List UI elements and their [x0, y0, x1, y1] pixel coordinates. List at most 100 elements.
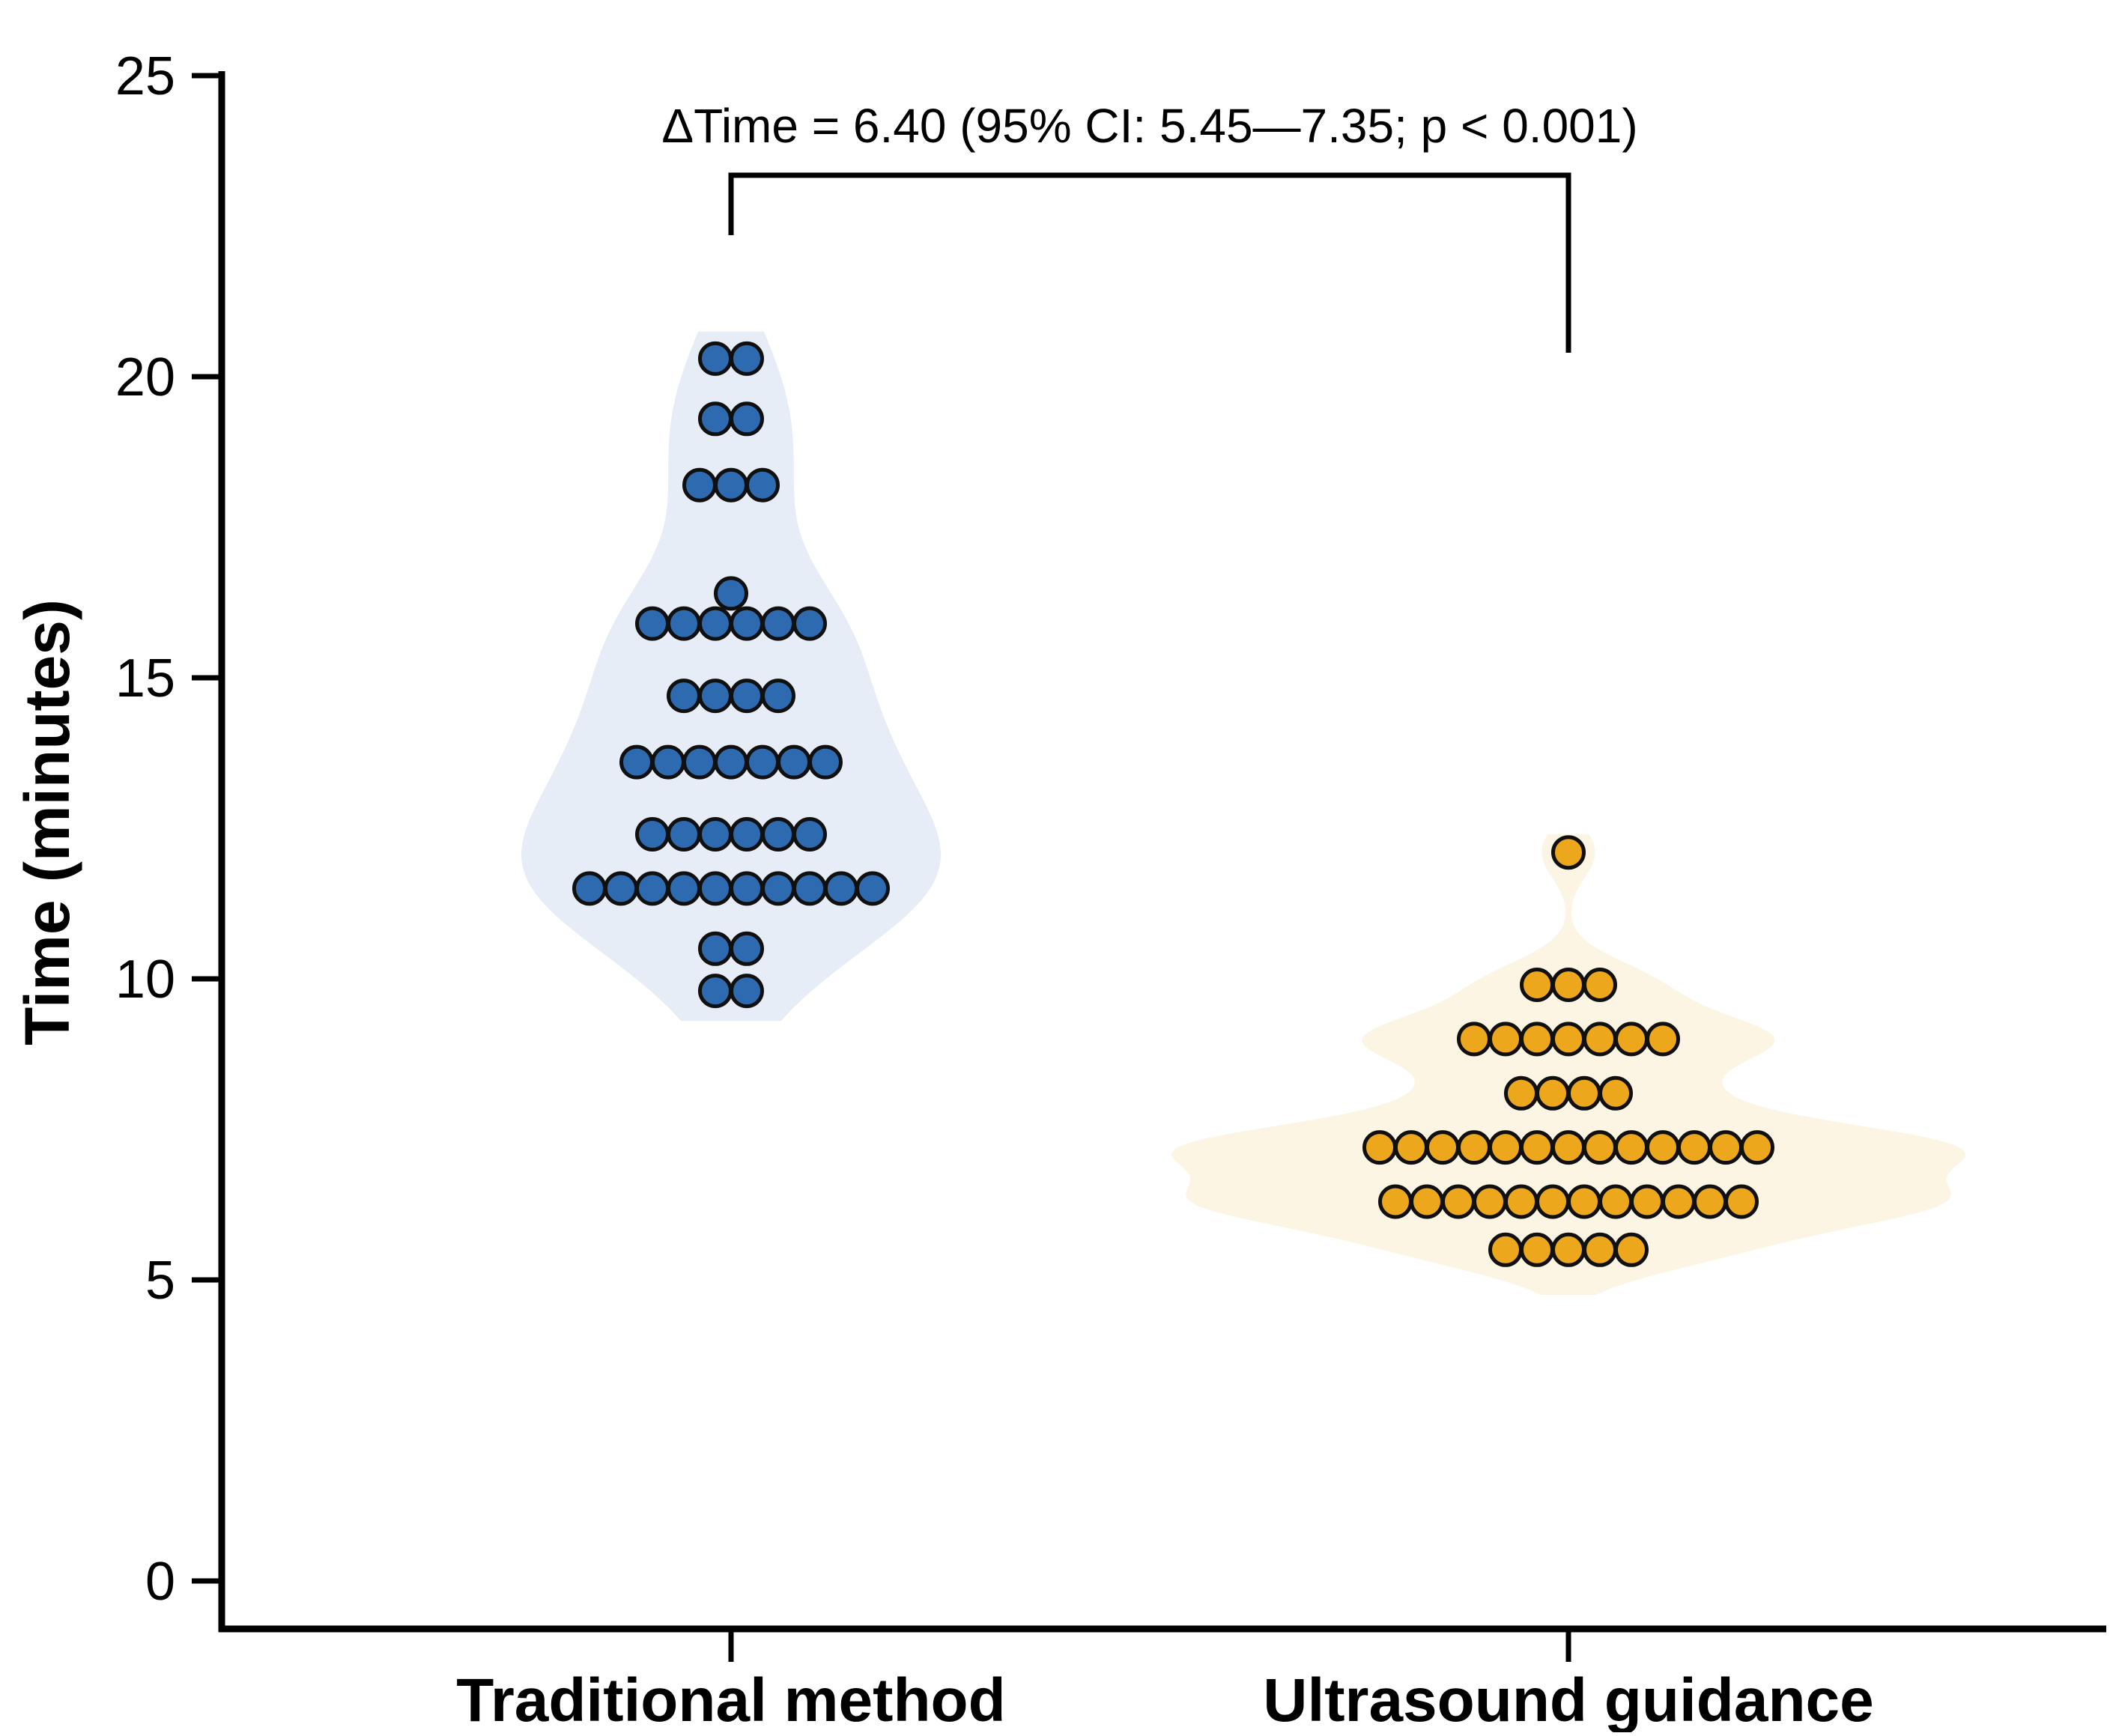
y-tick-label: 0 — [145, 1552, 175, 1612]
violin-ultrasound — [1171, 834, 1965, 1296]
data-dot-traditional — [667, 817, 701, 852]
data-dot-traditional — [698, 401, 733, 437]
data-dot-ultrasound — [1457, 1022, 1491, 1057]
data-dot-traditional — [792, 817, 827, 852]
data-dot-ultrasound — [1425, 1130, 1460, 1165]
violin-traditional — [521, 331, 941, 1022]
data-dot-ultrasound — [1740, 1130, 1774, 1165]
data-dot-ultrasound — [1583, 1232, 1617, 1267]
data-dot-ultrasound — [1535, 1075, 1570, 1111]
data-dot-ultrasound — [1504, 1184, 1538, 1219]
data-dot-ultrasound — [1473, 1184, 1507, 1219]
y-tick-label: 20 — [115, 347, 175, 407]
data-dot-ultrasound — [1551, 835, 1586, 870]
data-dot-ultrasound — [1583, 968, 1617, 1002]
data-dot-ultrasound — [1583, 1130, 1617, 1165]
data-dot-traditional — [572, 871, 607, 906]
data-dot-traditional — [730, 679, 764, 714]
data-dot-traditional — [698, 931, 733, 966]
data-dot-traditional — [745, 467, 780, 503]
data-dot-ultrasound — [1661, 1184, 1696, 1219]
data-dot-traditional — [698, 974, 733, 1009]
x-category-label: Traditional method — [456, 1666, 1005, 1732]
data-dot-ultrasound — [1394, 1130, 1428, 1165]
data-dot-traditional — [730, 341, 764, 376]
data-dot-traditional — [635, 817, 670, 852]
data-dot-traditional — [698, 817, 733, 852]
data-dot-ultrasound — [1551, 968, 1586, 1002]
data-dot-traditional — [792, 606, 827, 641]
data-dot-ultrasound — [1614, 1022, 1649, 1057]
comparison-bracket — [728, 172, 1571, 353]
data-dot-traditional — [619, 744, 654, 780]
data-dot-traditional — [667, 871, 701, 906]
data-dot-traditional — [761, 606, 795, 641]
data-dot-traditional — [730, 871, 764, 906]
y-tick-label: 25 — [115, 46, 175, 106]
data-dot-traditional — [730, 401, 764, 437]
data-dot-traditional — [604, 871, 638, 906]
data-dot-ultrasound — [1693, 1184, 1727, 1219]
data-dot-ultrasound — [1362, 1130, 1397, 1165]
data-dot-ultrasound — [1378, 1184, 1413, 1219]
data-dot-traditional — [730, 606, 764, 641]
data-dot-ultrasound — [1677, 1130, 1712, 1165]
data-dot-traditional — [761, 871, 795, 906]
data-dot-traditional — [730, 817, 764, 852]
data-dot-ultrasound — [1457, 1130, 1491, 1165]
y-axis-title: Time (minutes) — [12, 599, 82, 1045]
data-dot-ultrasound — [1488, 1130, 1523, 1165]
data-dot-traditional — [777, 744, 811, 780]
data-dot-traditional — [792, 871, 827, 906]
data-dot-ultrasound — [1520, 968, 1554, 1002]
data-dot-traditional — [808, 744, 843, 780]
data-dot-ultrasound — [1614, 1232, 1649, 1267]
data-dot-ultrasound — [1630, 1184, 1664, 1219]
data-dot-ultrasound — [1551, 1022, 1586, 1057]
annotation-text: ΔTime = 6.40 (95% CI: 5.45—7.35; p < 0.0… — [661, 99, 1637, 153]
data-dot-traditional — [698, 679, 733, 714]
data-dot-ultrasound — [1488, 1022, 1523, 1057]
data-dot-ultrasound — [1520, 1232, 1554, 1267]
data-dot-traditional — [714, 744, 748, 780]
data-dot-traditional — [714, 467, 748, 503]
data-dot-traditional — [714, 576, 748, 611]
data-dot-traditional — [635, 606, 670, 641]
data-dot-ultrasound — [1567, 1075, 1601, 1111]
data-dot-traditional — [745, 744, 780, 780]
data-dot-ultrasound — [1535, 1184, 1570, 1219]
data-dot-traditional — [698, 606, 733, 641]
data-dot-ultrasound — [1646, 1130, 1680, 1165]
data-dot-traditional — [824, 871, 858, 906]
x-category-label: Ultrasound guidance — [1263, 1666, 1874, 1732]
data-dot-traditional — [855, 871, 890, 906]
data-dot-traditional — [682, 744, 717, 780]
data-dot-ultrasound — [1567, 1184, 1601, 1219]
data-dot-ultrasound — [1724, 1184, 1759, 1219]
data-dot-ultrasound — [1410, 1184, 1444, 1219]
data-dot-ultrasound — [1441, 1184, 1476, 1219]
data-dot-ultrasound — [1583, 1022, 1617, 1057]
data-dot-ultrasound — [1614, 1130, 1649, 1165]
data-dot-traditional — [761, 679, 795, 714]
data-dot-ultrasound — [1646, 1022, 1680, 1057]
data-dot-ultrasound — [1520, 1022, 1554, 1057]
data-dot-ultrasound — [1520, 1130, 1554, 1165]
data-dot-ultrasound — [1551, 1130, 1586, 1165]
data-dot-traditional — [682, 467, 717, 503]
data-dot-ultrasound — [1488, 1232, 1523, 1267]
data-dot-traditional — [667, 606, 701, 641]
y-tick-label: 15 — [115, 649, 175, 708]
y-tick-label: 5 — [145, 1251, 175, 1311]
data-dot-traditional — [730, 931, 764, 966]
data-dot-traditional — [698, 341, 733, 376]
data-dot-ultrasound — [1504, 1075, 1538, 1111]
data-dot-ultrasound — [1598, 1075, 1633, 1111]
data-dot-traditional — [730, 974, 764, 1009]
data-dot-traditional — [635, 871, 670, 906]
data-dot-ultrasound — [1551, 1232, 1586, 1267]
data-dot-traditional — [667, 679, 701, 714]
data-dot-traditional — [761, 817, 795, 852]
data-dot-traditional — [698, 871, 733, 906]
